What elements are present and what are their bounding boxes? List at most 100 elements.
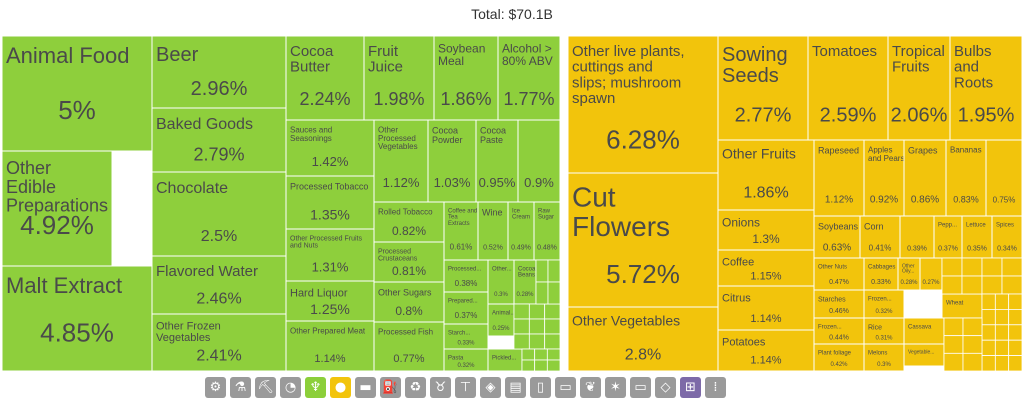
treemap-cell-unlabeled[interactable]: 0.9%	[517, 119, 561, 203]
treemap-small-cell[interactable]	[1008, 308, 1022, 326]
treemap-small-cell[interactable]	[534, 359, 548, 372]
treemap-cell-unlabeled[interactable]: 0.75%	[985, 139, 1022, 217]
treemap-cell-frozen[interactable]: Frozen... 0.44%	[813, 317, 865, 345]
treemap-cell-rolled-tobacco[interactable]: Rolled Tobacco 0.82%	[373, 201, 445, 243]
treemap-cell-sauces-and-seasonings[interactable]: Sauces and Seasonings 1.42%	[285, 119, 375, 177]
treemap-cell-pickled[interactable]: Pickled...	[487, 348, 523, 372]
treemap-cell-processed[interactable]: Processed... 0.38%	[443, 259, 489, 293]
treemap-small-cell[interactable]	[981, 355, 996, 372]
document-icon[interactable]: ▤	[505, 377, 526, 398]
treemap-cell-unlabeled[interactable]: 0.27%	[919, 257, 943, 291]
treemap-small-cell[interactable]	[981, 275, 1003, 295]
treemap-rect[interactable]	[863, 317, 905, 345]
diamond-icon[interactable]: ◇	[655, 377, 676, 398]
treemap-small-cell[interactable]	[994, 339, 1010, 357]
treemap-small-cell[interactable]	[528, 333, 546, 350]
treemap-rect[interactable]	[433, 36, 499, 121]
treemap-cell-cocoa-beans[interactable]: Cocoa Beans 0.28%	[513, 259, 537, 305]
treemap-cell-citrus[interactable]: Citrus 1.14%	[717, 285, 815, 331]
treemap-small-cell[interactable]	[962, 352, 983, 372]
treemap-cell-other-processed-vegetables[interactable]: Other Processed Vegetables 1.12%	[373, 119, 429, 203]
treemap-small-cell[interactable]	[528, 318, 546, 335]
treemap-small-cell[interactable]	[962, 317, 983, 337]
treemap-small-cell[interactable]	[962, 335, 983, 354]
treemap-rect[interactable]	[813, 215, 861, 259]
treemap-cell-melons[interactable]: Melons 0.3%	[863, 343, 905, 372]
easel-icon[interactable]: ⊞	[680, 377, 701, 398]
cube-icon[interactable]: ◈	[480, 377, 501, 398]
treemap-small-cell[interactable]	[981, 293, 996, 310]
treemap-small-cell[interactable]	[941, 275, 963, 295]
treemap-rect[interactable]	[813, 343, 865, 372]
bullets-icon[interactable]: ⁞	[705, 377, 726, 398]
treemap-cell-bananas[interactable]: Bananas 0.83%	[945, 139, 987, 217]
treemap-rect[interactable]	[717, 36, 809, 141]
treemap-cell-spices[interactable]: Spices 0.34%	[991, 215, 1022, 259]
treemap-cell-cut-flowers[interactable]: Cut Flowers 5.72%	[567, 172, 719, 308]
treemap-rect[interactable]	[567, 306, 719, 372]
cow-icon[interactable]: ♉	[430, 377, 451, 398]
gear-icon[interactable]: ⚙	[205, 377, 226, 398]
treemap-cell-tropical-fruits[interactable]: Tropical Fruits 2.06%	[887, 36, 951, 141]
treemap-rect[interactable]	[2, 36, 153, 152]
bottle-icon[interactable]: ▯	[530, 377, 551, 398]
treemap-small-cell[interactable]	[941, 257, 963, 277]
treemap-rect[interactable]	[945, 139, 987, 217]
treemap-cell-cocoa-powder[interactable]: Cocoa Powder 1.03%	[427, 119, 477, 203]
treemap-rect[interactable]	[903, 317, 945, 345]
treemap-small-cell[interactable]	[546, 348, 561, 361]
treemap-rect[interactable]	[813, 139, 865, 217]
treemap-cell-animal[interactable]: Animal... 0.25%	[487, 303, 516, 337]
treemap-cell-wine[interactable]: Wine 0.52%	[477, 201, 509, 261]
treemap-rect[interactable]	[863, 139, 905, 217]
treemap-cell-animal-food[interactable]: Animal Food 5%	[2, 36, 153, 152]
treemap-cell-starch[interactable]: Starch... 0.33%	[443, 323, 489, 350]
treemap-rect[interactable]	[363, 36, 435, 121]
treemap-rect[interactable]	[285, 280, 375, 322]
treemap-cell-baked-goods[interactable]: Baked Goods 2.79%	[151, 107, 287, 173]
treemap-rect[interactable]	[373, 281, 445, 323]
treemap-cell-unlabeled[interactable]: 0.39%	[899, 215, 935, 259]
treemap-small-cell[interactable]	[981, 339, 996, 357]
flask-icon[interactable]: ⚗	[230, 377, 251, 398]
treemap-small-cell[interactable]	[994, 293, 1010, 310]
treemap-small-cell[interactable]	[534, 348, 548, 361]
treemap-cell-other-sugars[interactable]: Other Sugars 0.8%	[373, 281, 445, 323]
treemap-small-cell[interactable]	[535, 281, 549, 305]
treemap-small-cell[interactable]	[943, 352, 964, 372]
treemap-small-cell[interactable]	[961, 275, 983, 295]
treemap-rect[interactable]	[813, 257, 865, 291]
treemap-cell-other-processed-fruits-and-nuts[interactable]: Other Processed Fruits and Nuts 1.31%	[285, 228, 375, 282]
treemap-cell-pepp[interactable]: Pepp... 0.37%	[933, 215, 963, 259]
treemap-cell-starches[interactable]: Starches 0.46%	[813, 289, 865, 319]
treemap-rect[interactable]	[533, 201, 561, 261]
treemap-small-cell[interactable]	[521, 359, 536, 372]
treemap-cell-other-prepared-meat[interactable]: Other Prepared Meat 1.14%	[285, 320, 375, 372]
treemap-rect[interactable]	[949, 36, 1022, 141]
treemap-rect[interactable]	[151, 107, 287, 173]
wheat-icon[interactable]: ♆	[305, 377, 326, 398]
anvil-icon[interactable]: ▬	[355, 377, 376, 398]
treemap-cell-other[interactable]: Other... 0.3%	[487, 259, 515, 305]
treemap-cell-other-vegetables[interactable]: Other Vegetables 2.8%	[567, 306, 719, 372]
treemap-small-cell[interactable]	[547, 281, 561, 305]
treemap-rect[interactable]	[517, 119, 561, 203]
treemap-small-cell[interactable]	[981, 308, 996, 326]
treemap-cell-sowing-seeds[interactable]: Sowing Seeds 2.77%	[717, 36, 809, 141]
treemap-small-cell[interactable]	[1008, 293, 1022, 310]
treemap-cell-other-live-plants-cuttings-and-slips-mushroom-spawn[interactable]: Other live plants, cuttings and slips; mus…	[567, 36, 719, 174]
treemap-cell-prepared[interactable]: Prepared... 0.37%	[443, 291, 489, 325]
treemap-rect[interactable]	[863, 343, 905, 372]
treemap-rect[interactable]	[933, 215, 963, 259]
treemap-rect[interactable]	[373, 241, 445, 283]
treemap-small-cell[interactable]	[546, 359, 561, 372]
treemap-cell-tomatoes[interactable]: Tomatoes 2.59%	[807, 36, 889, 141]
treemap-rect[interactable]	[887, 36, 951, 141]
treemap-rect[interactable]	[373, 119, 429, 203]
treemap-cell-potatoes[interactable]: Potatoes 1.14%	[717, 329, 815, 372]
treemap-cell-cocoa-butter[interactable]: Cocoa Butter 2.24%	[285, 36, 365, 121]
treemap-small-cell[interactable]	[981, 324, 996, 341]
treemap-rect[interactable]	[151, 313, 287, 372]
